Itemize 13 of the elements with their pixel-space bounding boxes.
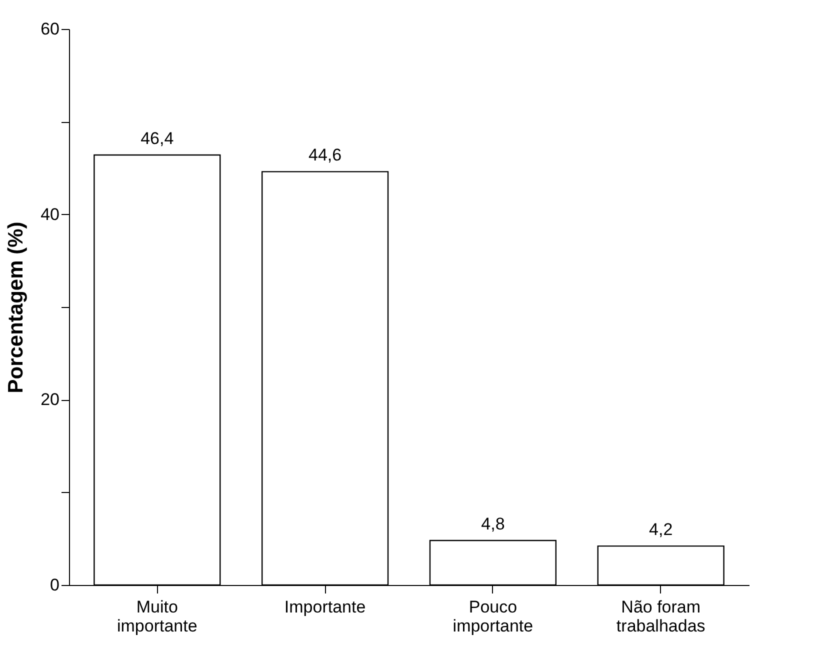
data-label: 46,4 bbox=[140, 129, 174, 148]
x-tick-label: Pouco importante bbox=[452, 598, 534, 636]
data-label: 4,8 bbox=[481, 514, 505, 534]
y-tick-label: 40 bbox=[40, 204, 60, 224]
x-tick-label: Muito importante bbox=[116, 598, 198, 636]
y-tick-label: 60 bbox=[40, 20, 60, 38]
x-tick-label: Importante bbox=[284, 598, 366, 616]
x-tick-label: Não foram trabalhadas bbox=[616, 598, 706, 636]
data-label: 44,6 bbox=[308, 146, 342, 165]
y-axis-title: Porcentagem (%) bbox=[4, 222, 28, 394]
data-label: 4,2 bbox=[649, 520, 673, 540]
y-tick-label: 20 bbox=[40, 390, 60, 410]
y-tick-label: 0 bbox=[50, 576, 60, 594]
